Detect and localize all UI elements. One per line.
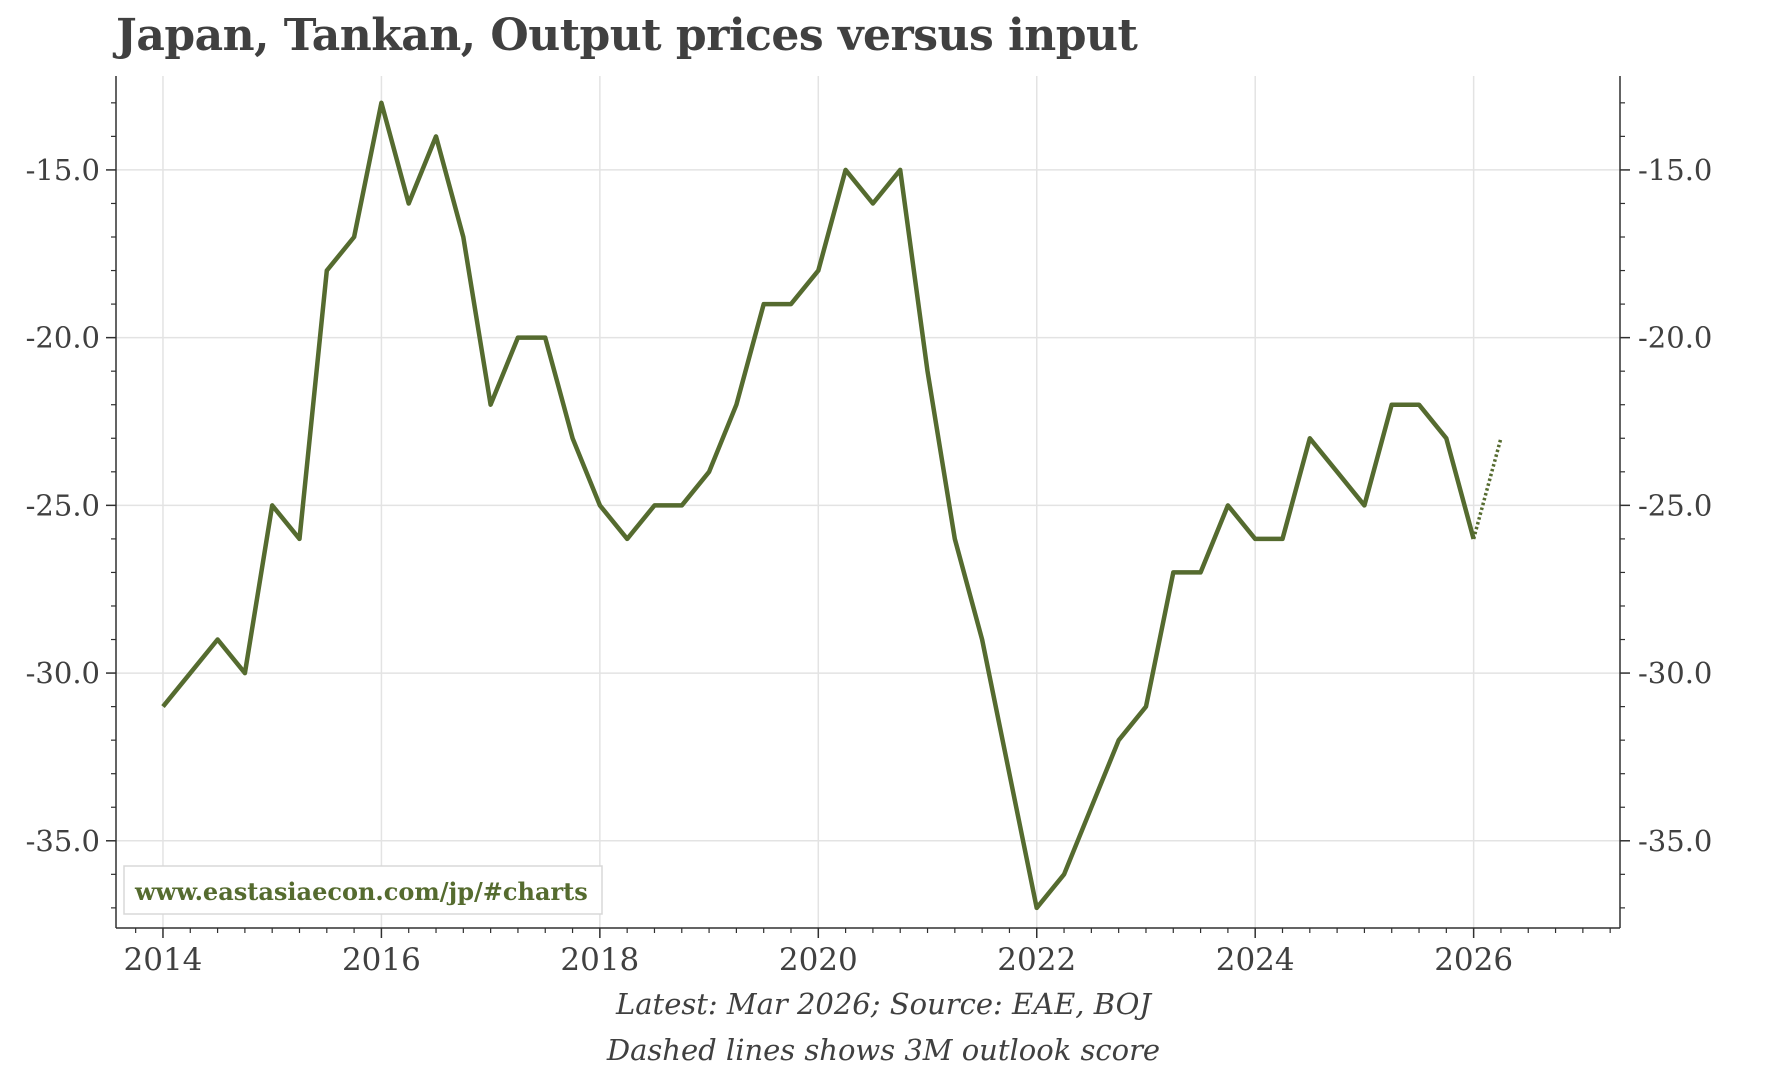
axes xyxy=(106,76,1630,938)
watermark-box: www.eastasiaecon.com/jp/#charts xyxy=(123,865,603,915)
x-tick-label: 2026 xyxy=(1434,942,1513,978)
series-line-outlook xyxy=(1471,437,1503,540)
y-tick-label-left: -30.0 xyxy=(26,656,100,690)
y-tick-label-right: -25.0 xyxy=(1638,488,1712,522)
source-note: Latest: Mar 2026; Source: EAE, BOJ xyxy=(616,987,1151,1021)
y-tick-label-right: -15.0 xyxy=(1638,153,1712,187)
series-lines xyxy=(161,100,1503,911)
x-tick-label: 2020 xyxy=(779,942,858,978)
y-tick-label-left: -25.0 xyxy=(26,488,100,522)
x-tick-label: 2022 xyxy=(997,942,1076,978)
y-tick-label-right: -20.0 xyxy=(1638,321,1712,355)
outlook-note: Dashed lines shows 3M outlook score xyxy=(606,1033,1161,1067)
chart-title: Japan, Tankan, Output prices versus inpu… xyxy=(116,10,1138,61)
y-tick-label-right: -30.0 xyxy=(1638,656,1712,690)
x-tick-label: 2024 xyxy=(1216,942,1295,978)
x-tick-label: 2016 xyxy=(342,942,421,978)
series-line-main xyxy=(161,100,1476,911)
tick-labels: -15.0 -15.0 -20.0 -20.0 -25.0 -25.0 -30.0 -30.0… xyxy=(26,153,1713,978)
watermark-frame xyxy=(123,865,603,915)
y-tick-label-left: -15.0 xyxy=(26,153,100,187)
y-tick-label-right: -35.0 xyxy=(1638,824,1712,858)
x-tick-label: 2018 xyxy=(560,942,639,978)
y-tick-label-left: -35.0 xyxy=(26,824,100,858)
grid-lines xyxy=(116,76,1620,928)
y-tick-label-left: -20.0 xyxy=(26,321,100,355)
x-tick-label: 2014 xyxy=(124,942,203,978)
watermark-text: www.eastasiaecon.com/jp/#charts xyxy=(134,877,588,906)
